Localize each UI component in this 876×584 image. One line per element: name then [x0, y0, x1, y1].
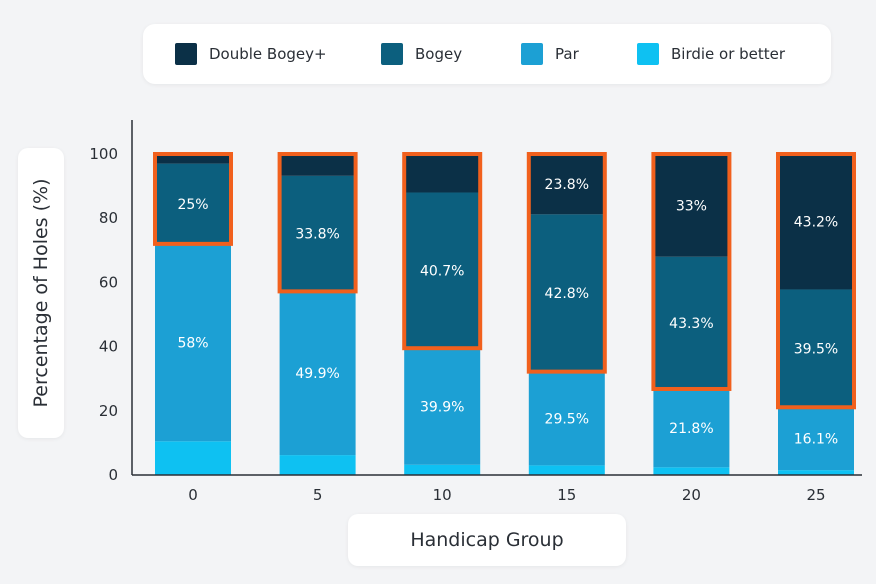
- bar-segment-10-3: [404, 154, 481, 193]
- bar-segment-25-3: [778, 154, 854, 290]
- bar-segment-5-2: [279, 175, 356, 292]
- bar-segment-0-0: [155, 441, 231, 475]
- y-tick-label: 0: [108, 466, 118, 484]
- data-label-15-2: 42.8%: [545, 286, 589, 302]
- data-label-20-3: 33%: [676, 198, 707, 214]
- bar-segment-10-2: [404, 192, 481, 349]
- y-tick-label: 20: [99, 402, 118, 420]
- data-label-15-1: 29.5%: [545, 412, 589, 428]
- y-axis-label-box: Percentage of Holes (%): [18, 148, 64, 438]
- bar-segment-5-0: [279, 455, 356, 475]
- data-label-10-1: 39.9%: [420, 399, 464, 415]
- bar-segment-25-1: [778, 407, 854, 471]
- data-label-25-3: 43.2%: [794, 215, 838, 231]
- bar-segment-15-3: [528, 154, 605, 215]
- bar-segment-0-3: [155, 154, 231, 164]
- highlight-frame-10: [402, 152, 483, 351]
- legend-item-par: Par: [521, 42, 579, 66]
- legend-swatch-birdie: [637, 43, 659, 65]
- segment-labels-layer: 58% 25% 49.9% 33.8% 39.9% 40.7% 29.5% 42.8% 23.8…: [177, 177, 838, 448]
- data-label-0-2: 25%: [177, 197, 208, 213]
- x-tick-label: 5: [313, 486, 323, 504]
- bar-segment-10-0: [404, 464, 481, 475]
- bar-segment-5-3: [279, 154, 356, 176]
- bar-segment-0-2: [155, 163, 231, 244]
- legend-label-bogey: Bogey: [415, 45, 463, 63]
- x-tick-label: 20: [682, 486, 701, 504]
- highlight-frame-0: [153, 152, 233, 246]
- legend-label-double-bogey: Double Bogey+: [209, 45, 327, 63]
- legend-label-birdie: Birdie or better: [671, 45, 786, 63]
- data-label-25-1: 16.1%: [794, 432, 838, 448]
- x-tick-label: 25: [806, 486, 825, 504]
- x-tick-label: 15: [557, 486, 576, 504]
- data-label-5-1: 49.9%: [295, 366, 339, 382]
- bar-segment-25-2: [778, 289, 854, 408]
- data-label-20-1: 21.8%: [669, 421, 713, 437]
- bar-segment-25-0: [778, 470, 854, 475]
- data-label-0-1: 58%: [177, 336, 208, 352]
- highlight-frame-5: [277, 152, 358, 294]
- legend-swatch-double-bogey: [175, 43, 197, 65]
- legend: Double Bogey+ Bogey Par Birdie or better: [143, 24, 831, 84]
- bar-segment-20-1: [653, 388, 730, 468]
- bar-segment-20-0: [653, 467, 730, 475]
- legend-swatch-bogey: [381, 43, 403, 65]
- legend-item-double-bogey: Double Bogey+: [175, 42, 327, 66]
- data-label-20-2: 43.3%: [669, 316, 713, 332]
- data-label-5-2: 33.8%: [295, 227, 339, 243]
- legend-swatch-par: [521, 43, 543, 65]
- highlight-frame-25: [776, 152, 856, 410]
- highlight-frame-20: [651, 152, 732, 391]
- y-tick-label: 40: [99, 338, 118, 356]
- y-tick-label: 80: [99, 209, 118, 227]
- axes-layer: 0 5 10 15 20 25 0 20 40 60 80 100: [89, 120, 862, 504]
- bars-layer: [155, 154, 854, 475]
- data-label-25-2: 39.5%: [794, 341, 838, 357]
- bar-segment-10-1: [404, 348, 481, 465]
- highlight-frames-layer: [153, 152, 856, 410]
- bar-segment-15-1: [528, 371, 605, 466]
- bar-segment-20-2: [653, 256, 730, 389]
- bar-segment-0-1: [155, 243, 231, 442]
- bar-segment-15-0: [528, 465, 605, 475]
- data-label-15-3: 23.8%: [545, 177, 589, 193]
- x-axis-label-box: Handicap Group: [348, 514, 626, 566]
- bar-segment-15-2: [528, 214, 605, 372]
- bar-segment-5-1: [279, 291, 356, 456]
- data-label-10-2: 40.7%: [420, 263, 464, 279]
- y-tick-label: 100: [89, 145, 118, 163]
- y-tick-label: 60: [99, 273, 118, 291]
- x-tick-label: 0: [188, 486, 198, 504]
- bar-segment-20-3: [653, 154, 730, 257]
- highlight-frame-15: [526, 152, 607, 374]
- x-axis-label: Handicap Group: [410, 529, 564, 551]
- legend-label-par: Par: [555, 45, 579, 63]
- legend-item-birdie: Birdie or better: [637, 42, 785, 66]
- legend-item-bogey: Bogey: [381, 42, 462, 66]
- x-tick-label: 10: [433, 486, 452, 504]
